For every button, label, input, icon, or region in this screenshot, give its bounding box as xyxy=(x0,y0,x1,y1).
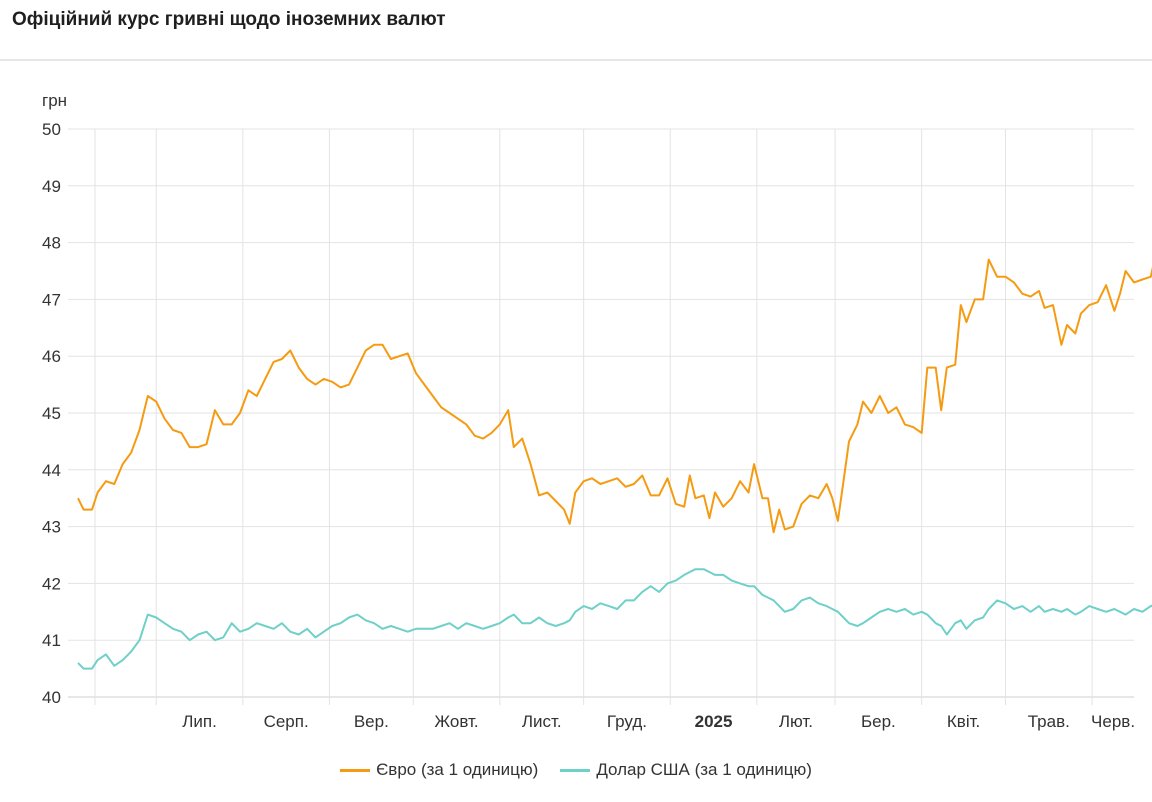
y-tick-label: 43 xyxy=(42,518,61,537)
legend-label-euro: Євро (за 1 одиницю) xyxy=(376,760,539,779)
x-tick-label: Черв. xyxy=(1091,712,1135,731)
x-tick-label: Квіт. xyxy=(947,712,980,731)
x-tick-label: Лют. xyxy=(779,712,813,731)
title-divider xyxy=(0,59,1152,61)
chart-title: Офіційний курс гривні щодо іноземних вал… xyxy=(12,9,446,30)
x-tick-label: 2025 xyxy=(695,712,733,731)
chart-legend: Євро (за 1 одиницю) Долар США (за 1 один… xyxy=(0,760,1152,780)
legend-swatch-usd xyxy=(560,768,591,772)
y-tick-label: 41 xyxy=(42,631,61,650)
x-tick-label: Вер. xyxy=(354,712,389,731)
y-tick-label: 46 xyxy=(42,347,61,366)
y-tick-label: 44 xyxy=(42,461,61,480)
x-tick-label: Лип. xyxy=(182,712,217,731)
y-axis-label: грн xyxy=(42,91,67,110)
y-tick-label: 48 xyxy=(42,234,61,253)
y-tick-label: 47 xyxy=(42,290,61,309)
x-tick-label: Груд. xyxy=(607,712,647,731)
x-tick-label: Бер. xyxy=(861,712,896,731)
legend-label-usd: Долар США (за 1 одиницю) xyxy=(596,760,812,779)
x-tick-label: Серп. xyxy=(264,712,309,731)
y-tick-label: 42 xyxy=(42,574,61,593)
series-line-euro xyxy=(77,258,1152,534)
x-tick-label: Трав. xyxy=(1028,712,1070,731)
legend-swatch-euro xyxy=(340,768,371,772)
legend-item-usd[interactable]: Долар США (за 1 одиницю) xyxy=(560,760,812,780)
y-tick-label: 45 xyxy=(42,404,61,423)
series-line-usd xyxy=(77,568,1152,670)
x-tick-label: Жовт. xyxy=(434,712,478,731)
legend-item-euro[interactable]: Євро (за 1 одиницю) xyxy=(340,760,538,780)
x-tick-label: Лист. xyxy=(522,712,562,731)
line-chart: грн 40 41 42 43 44 45 46 47 48 49 50 Лип. Серп. Вер. Жо… xyxy=(42,91,1152,731)
y-tick-label: 40 xyxy=(42,688,61,707)
y-tick-label: 50 xyxy=(42,120,61,139)
y-tick-label: 49 xyxy=(42,177,61,196)
